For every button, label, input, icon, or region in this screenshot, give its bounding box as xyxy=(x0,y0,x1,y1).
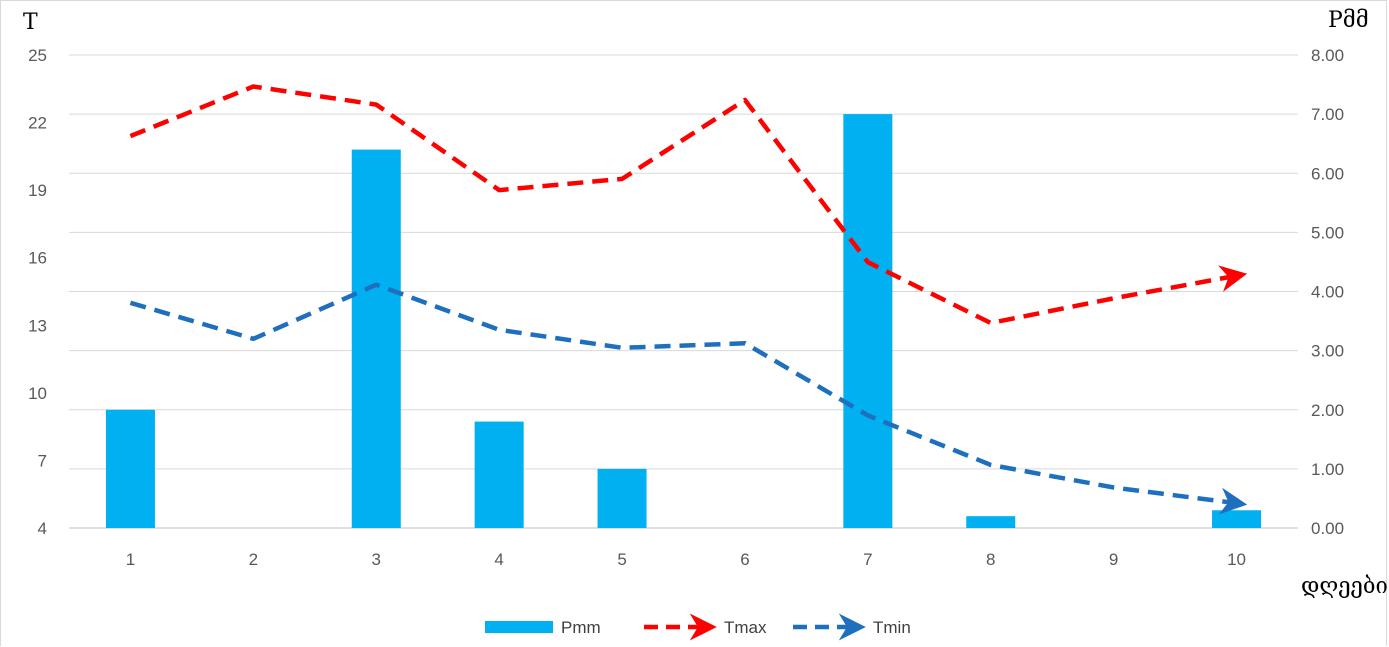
left-axis-tick-label: 4 xyxy=(38,519,47,538)
legend: Pmm Tmax Tmin xyxy=(485,613,911,641)
line-tmax xyxy=(129,84,1248,326)
left-axis-tick-label: 22 xyxy=(28,114,47,133)
legend-label-tmax: Tmax xyxy=(724,618,767,637)
x-axis-title: დღეები xyxy=(1301,574,1388,599)
bars xyxy=(105,114,1262,528)
bar-pmm xyxy=(351,149,401,528)
right-axis-tick-label: 6.00 xyxy=(1311,164,1344,183)
gridlines xyxy=(69,54,1298,529)
left-axis-tick-label: 7 xyxy=(38,451,47,470)
left-axis-tick-label: 25 xyxy=(28,46,47,65)
right-axis-tick-label: 2.00 xyxy=(1311,401,1344,420)
bar-pmm xyxy=(597,468,647,528)
axes: 471013161922250.001.002.003.004.005.006.… xyxy=(28,46,1344,569)
right-axis-tick-label: 4.00 xyxy=(1311,283,1344,302)
right-axis-title: Pმმ xyxy=(1328,8,1369,33)
x-axis-tick-label: 5 xyxy=(617,550,626,569)
legend-label-tmin: Tmin xyxy=(873,618,911,637)
legend-swatch-pmm xyxy=(485,621,553,633)
x-axis-tick-label: 9 xyxy=(1109,550,1118,569)
x-axis-tick-label: 2 xyxy=(249,550,258,569)
right-axis-tick-label: 3.00 xyxy=(1311,342,1344,361)
x-axis-tick-label: 3 xyxy=(372,550,381,569)
right-axis-tick-label: 7.00 xyxy=(1311,105,1344,124)
bar-pmm xyxy=(474,421,524,528)
bar-pmm xyxy=(1212,510,1262,528)
bar-pmm xyxy=(105,409,155,528)
left-axis-tick-label: 13 xyxy=(28,316,47,335)
left-axis-tick-label: 10 xyxy=(28,384,47,403)
x-axis-tick-label: 6 xyxy=(740,550,749,569)
left-axis-tick-label: 19 xyxy=(28,181,47,200)
x-axis-tick-label: 10 xyxy=(1227,550,1246,569)
x-axis-tick-label: 1 xyxy=(126,550,135,569)
x-axis-tick-label: 8 xyxy=(986,550,995,569)
legend-label-pmm: Pmm xyxy=(561,618,601,637)
left-axis-title: T xyxy=(23,10,38,35)
lines xyxy=(129,84,1248,515)
right-axis-tick-label: 1.00 xyxy=(1311,460,1344,479)
bar-pmm xyxy=(966,516,1016,528)
x-axis-tick-label: 4 xyxy=(494,550,503,569)
line-tmin xyxy=(129,282,1248,515)
left-axis-tick-label: 16 xyxy=(28,249,47,268)
right-axis-tick-label: 5.00 xyxy=(1311,223,1344,242)
right-axis-tick-label: 0.00 xyxy=(1311,519,1344,538)
right-axis-tick-label: 8.00 xyxy=(1311,46,1344,65)
x-axis-tick-label: 7 xyxy=(863,550,872,569)
bar-pmm xyxy=(843,114,893,528)
